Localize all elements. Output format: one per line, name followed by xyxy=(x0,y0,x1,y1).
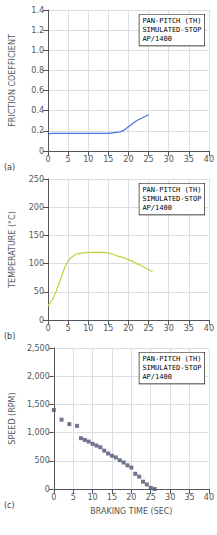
svg-text:0: 0 xyxy=(39,316,44,325)
svg-text:100: 100 xyxy=(29,259,44,268)
svg-text:PAN-PITCH (TH): PAN-PITCH (TH) xyxy=(142,17,201,25)
svg-text:1,000: 1,000 xyxy=(27,428,50,437)
svg-text:0: 0 xyxy=(51,493,56,502)
svg-text:AP/1400: AP/1400 xyxy=(142,204,172,212)
svg-text:0.4: 0.4 xyxy=(31,106,44,115)
svg-text:0: 0 xyxy=(45,155,50,164)
svg-text:40: 40 xyxy=(204,155,214,164)
svg-text:30: 30 xyxy=(165,493,175,502)
svg-text:0: 0 xyxy=(39,147,44,156)
svg-text:10: 10 xyxy=(83,155,93,164)
svg-text:SIMULATED-STOP: SIMULATED-STOP xyxy=(142,26,201,34)
svg-text:(a): (a) xyxy=(4,163,15,172)
svg-text:40: 40 xyxy=(204,324,214,333)
svg-text:FRICTION COEFFICIENT: FRICTION COEFFICIENT xyxy=(8,34,17,127)
svg-text:15: 15 xyxy=(103,155,113,164)
svg-text:AP/1400: AP/1400 xyxy=(142,35,172,43)
svg-text:10: 10 xyxy=(87,493,97,502)
svg-text:35: 35 xyxy=(184,493,194,502)
svg-text:40: 40 xyxy=(204,493,214,502)
svg-text:0.6: 0.6 xyxy=(31,86,44,95)
svg-text:2,500: 2,500 xyxy=(27,344,50,353)
svg-text:AP/1400: AP/1400 xyxy=(142,373,172,381)
svg-text:(c): (c) xyxy=(4,501,15,510)
svg-text:35: 35 xyxy=(184,155,194,164)
svg-text:1.2: 1.2 xyxy=(31,26,44,35)
svg-text:2,000: 2,000 xyxy=(27,372,50,381)
svg-text:(b): (b) xyxy=(4,332,15,341)
svg-text:50: 50 xyxy=(34,287,44,296)
svg-text:25: 25 xyxy=(143,324,153,333)
svg-text:SIMULATED-STOP: SIMULATED-STOP xyxy=(142,364,201,372)
svg-text:20: 20 xyxy=(123,324,133,333)
svg-text:15: 15 xyxy=(107,493,117,502)
svg-text:0: 0 xyxy=(45,485,50,494)
svg-text:BRAKING TIME (SEC): BRAKING TIME (SEC) xyxy=(90,507,172,516)
svg-text:200: 200 xyxy=(29,203,44,212)
svg-text:250: 250 xyxy=(29,175,44,184)
svg-text:0.2: 0.2 xyxy=(31,126,44,135)
svg-text:PAN-PITCH (TH): PAN-PITCH (TH) xyxy=(142,186,201,194)
svg-text:150: 150 xyxy=(29,231,44,240)
svg-text:5: 5 xyxy=(66,324,71,333)
svg-text:0.8: 0.8 xyxy=(31,66,44,75)
svg-text:30: 30 xyxy=(164,324,174,333)
svg-text:1.4: 1.4 xyxy=(31,6,44,15)
svg-text:SPEED (RPM): SPEED (RPM) xyxy=(8,392,17,444)
svg-text:10: 10 xyxy=(83,324,93,333)
svg-text:0: 0 xyxy=(45,324,50,333)
svg-text:30: 30 xyxy=(164,155,174,164)
svg-text:25: 25 xyxy=(146,493,156,502)
svg-text:5: 5 xyxy=(71,493,76,502)
svg-text:1,500: 1,500 xyxy=(27,400,50,409)
svg-text:SIMULATED-STOP: SIMULATED-STOP xyxy=(142,195,201,203)
svg-text:20: 20 xyxy=(123,155,133,164)
svg-text:15: 15 xyxy=(103,324,113,333)
svg-text:1.0: 1.0 xyxy=(31,46,44,55)
svg-text:5: 5 xyxy=(66,155,71,164)
svg-text:20: 20 xyxy=(126,493,136,502)
svg-text:TEMPERATURE (°C): TEMPERATURE (°C) xyxy=(8,211,17,289)
svg-text:500: 500 xyxy=(35,456,50,465)
svg-text:25: 25 xyxy=(143,155,153,164)
svg-text:35: 35 xyxy=(184,324,194,333)
svg-text:PAN-PITCH (TH): PAN-PITCH (TH) xyxy=(142,355,201,363)
